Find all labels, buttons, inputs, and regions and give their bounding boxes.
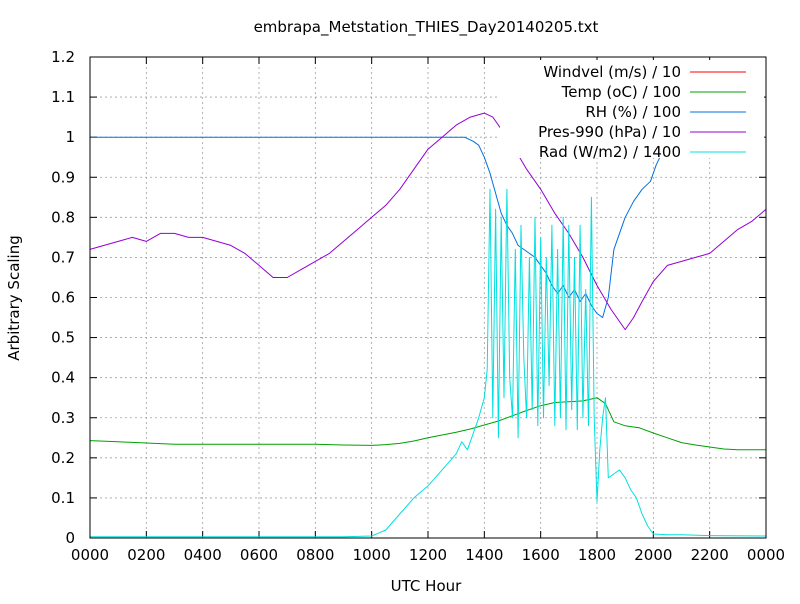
legend-label: Rad (W/m2) / 1400 <box>539 143 681 161</box>
x-tick-label: 1400 <box>465 546 503 564</box>
legend: Windvel (m/s) / 10 Temp (oC) / 100 RH (%) … <box>500 60 764 161</box>
y-tick-label: 0.2 <box>51 449 75 467</box>
series-line-2 <box>90 136 766 318</box>
y-tick-label: 0.4 <box>51 369 75 387</box>
x-tick-label: 0200 <box>127 546 165 564</box>
legend-label: Pres-990 (hPa) / 10 <box>538 123 681 141</box>
y-tick-label: 0.7 <box>51 248 75 266</box>
y-tick-label: 0.6 <box>51 289 75 307</box>
x-tick-label: 0400 <box>184 546 222 564</box>
x-tick-label: 1600 <box>522 546 560 564</box>
x-tick-label: 0800 <box>296 546 334 564</box>
y-tick-label: 1 <box>65 128 75 146</box>
x-axis: 0000 0200 0400 0600 0800 1000 1200 1400 1600 1800… <box>71 57 785 564</box>
y-tick-label: 0.3 <box>51 409 75 427</box>
y-axis-label: Arbitrary Scaling <box>5 235 23 361</box>
y-tick-label: 1.2 <box>51 48 75 66</box>
chart-title: embrapa_Metstation_THIES_Day20140205.txt <box>254 18 599 37</box>
series-line-4 <box>90 188 767 538</box>
series-line-3 <box>89 112 767 331</box>
x-tick-label: 2000 <box>634 546 672 564</box>
x-tick-label: 0000 <box>71 546 109 564</box>
x-tick-label: 0000 <box>747 546 785 564</box>
y-tick-label: 0 <box>65 529 75 547</box>
legend-label: RH (%) / 100 <box>585 103 681 121</box>
x-tick-label: 1800 <box>578 546 616 564</box>
series-layer <box>89 112 767 539</box>
legend-background <box>500 60 764 158</box>
x-tick-label: 2200 <box>691 546 729 564</box>
y-tick-label: 0.1 <box>51 489 75 507</box>
x-axis-label: UTC Hour <box>391 577 462 595</box>
legend-label: Temp (oC) / 100 <box>561 83 681 101</box>
y-tick-label: 0.8 <box>51 208 75 226</box>
y-tick-label: 0.5 <box>51 329 75 347</box>
y-tick-label: 1.1 <box>51 88 75 106</box>
y-tick-label: 0.9 <box>51 168 75 186</box>
plot-area <box>89 56 767 539</box>
x-tick-label: 1000 <box>353 546 391 564</box>
x-tick-label: 0600 <box>240 546 278 564</box>
legend-label: Windvel (m/s) / 10 <box>543 63 681 81</box>
x-tick-label: 1200 <box>409 546 447 564</box>
